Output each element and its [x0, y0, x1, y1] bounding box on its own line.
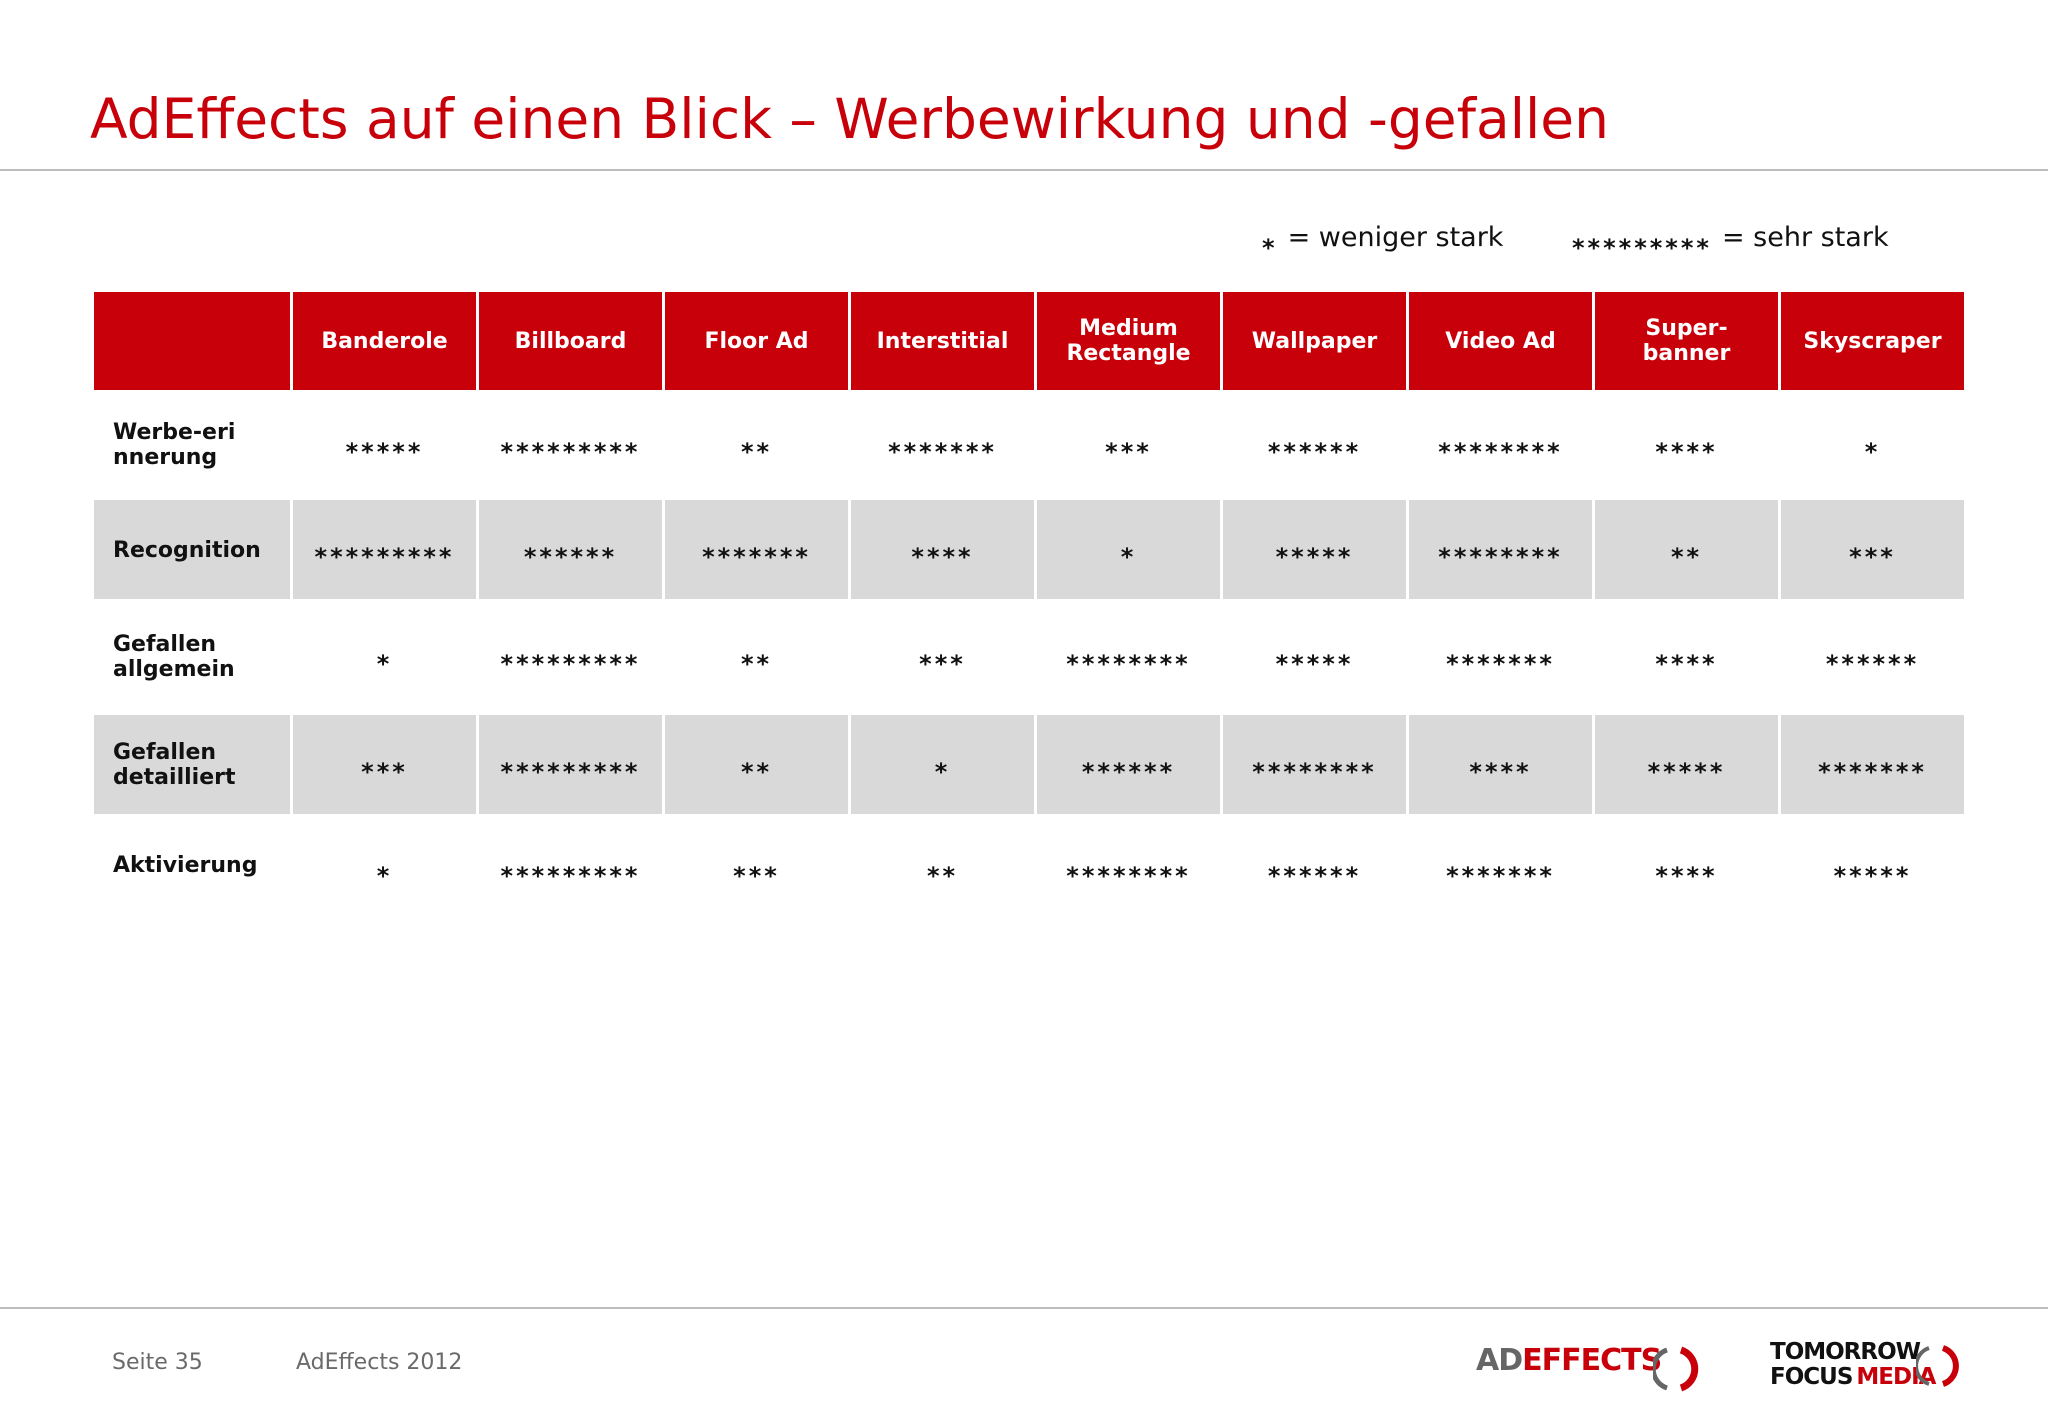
- adeffects-logo: ADEFFECTS: [1476, 1343, 1662, 1393]
- column-header-floor-ad: Floor Ad: [665, 292, 848, 390]
- column-header-skyscraper: Skyscraper: [1781, 292, 1964, 390]
- ad-effects-table: Banderole Billboard Floor Ad Interstitia…: [94, 292, 1964, 921]
- rating-cell: ********: [1066, 650, 1191, 678]
- rating-cell: ********: [1223, 715, 1406, 814]
- rating-cell: *******: [888, 438, 997, 466]
- rating-cell: ***: [1781, 500, 1964, 599]
- rating-cell: ****: [1655, 650, 1718, 678]
- rating-cell: *****: [1833, 862, 1912, 890]
- table-header-corner: [94, 292, 290, 390]
- rating-cell: *********: [500, 438, 641, 466]
- rating-cell: ********: [1409, 500, 1592, 599]
- rating-cell: *: [376, 650, 393, 678]
- column-header-medium-rectangle: Medium Rectangle: [1037, 292, 1220, 390]
- footer-source: AdEffects 2012: [296, 1350, 463, 1375]
- rating-cell: ***: [1105, 438, 1152, 466]
- rating-cell: ********: [1066, 862, 1191, 890]
- rating-cell: *: [1864, 438, 1881, 466]
- rating-cell: *: [376, 862, 393, 890]
- logo-media-text: MEDIA: [1856, 1364, 1936, 1390]
- legend-item-weak: * = weniger stark: [1262, 222, 1504, 262]
- rating-cell: ****: [1655, 862, 1718, 890]
- rating-cell: ******: [1267, 862, 1362, 890]
- logo-tomorrow-text: TOMORROW: [1770, 1339, 1921, 1365]
- rating-cell: ******: [479, 500, 662, 599]
- legend-label-strong: = sehr stark: [1721, 222, 1889, 253]
- tfm-bracket-icon: [1916, 1345, 1959, 1387]
- rating-cell: ***: [733, 862, 780, 890]
- rating-cell: *****: [1223, 500, 1406, 599]
- rating-cell: *****: [345, 438, 424, 466]
- rating-cell: *********: [479, 715, 662, 814]
- row-label-gefallen-allgemein: Gefallen allgemein: [113, 632, 235, 682]
- rating-cell: *******: [1781, 715, 1964, 814]
- rating-cell: **: [926, 862, 959, 890]
- rating-cell: **: [665, 715, 848, 814]
- slide-title: AdEffects auf einen Blick – Werbewirkung…: [90, 87, 1609, 151]
- rating-cell: ****: [1409, 715, 1592, 814]
- rating-cell: ****: [1655, 438, 1718, 466]
- rating-cell: ********: [1438, 438, 1563, 466]
- rating-cell: ***: [293, 715, 476, 814]
- rating-cell: *********: [293, 500, 476, 599]
- legend-stars-weak: *: [1262, 234, 1278, 262]
- rating-cell: *: [1037, 500, 1220, 599]
- rating-cell: *******: [1446, 650, 1555, 678]
- row-label-recognition: Recognition: [94, 500, 290, 599]
- rating-cell: **: [740, 438, 773, 466]
- rating-cell: **: [1595, 500, 1778, 599]
- rating-cell: **: [740, 650, 773, 678]
- column-header-wallpaper: Wallpaper: [1223, 292, 1406, 390]
- legend-item-strong: ********* = sehr stark: [1572, 222, 1889, 262]
- rating-cell: ***: [919, 650, 966, 678]
- column-header-billboard: Billboard: [479, 292, 662, 390]
- page-number: Seite 35: [112, 1350, 203, 1375]
- column-header-super-banner: Super-banner: [1595, 292, 1778, 390]
- tomorrow-focus-media-logo: TOMORROW FOCUS MEDIA: [1770, 1339, 1936, 1390]
- logo-effects-text: EFFECTS: [1522, 1343, 1662, 1378]
- rating-cell: *****: [1275, 650, 1354, 678]
- legend-stars-strong: *********: [1572, 234, 1712, 262]
- column-header-video-ad: Video Ad: [1409, 292, 1592, 390]
- rating-cell: *******: [665, 500, 848, 599]
- rating-cell: *********: [500, 862, 641, 890]
- logo-ad-text: AD: [1476, 1343, 1523, 1378]
- title-divider: [0, 169, 2048, 171]
- rating-cell: *****: [1595, 715, 1778, 814]
- rating-cell: ******: [1267, 438, 1362, 466]
- rating-cell: ****: [851, 500, 1034, 599]
- rating-cell: *******: [1446, 862, 1555, 890]
- rating-cell: *: [851, 715, 1034, 814]
- column-header-interstitial: Interstitial: [851, 292, 1034, 390]
- rating-cell: *********: [500, 650, 641, 678]
- rating-cell: ******: [1037, 715, 1220, 814]
- row-label-werbeerinnerung: Werbe-erinnerung: [113, 420, 236, 470]
- column-header-banderole: Banderole: [293, 292, 476, 390]
- legend-label-weak: = weniger stark: [1287, 222, 1504, 253]
- footer-divider: [0, 1307, 2048, 1309]
- logo-focus-text: FOCUS: [1770, 1364, 1853, 1390]
- row-label-aktivierung: Aktivierung: [113, 853, 258, 878]
- adeffects-bracket-icon: [1653, 1346, 1699, 1392]
- rating-cell: ******: [1825, 650, 1920, 678]
- row-label-gefallen-detailliert: Gefallen detailliert: [94, 715, 290, 814]
